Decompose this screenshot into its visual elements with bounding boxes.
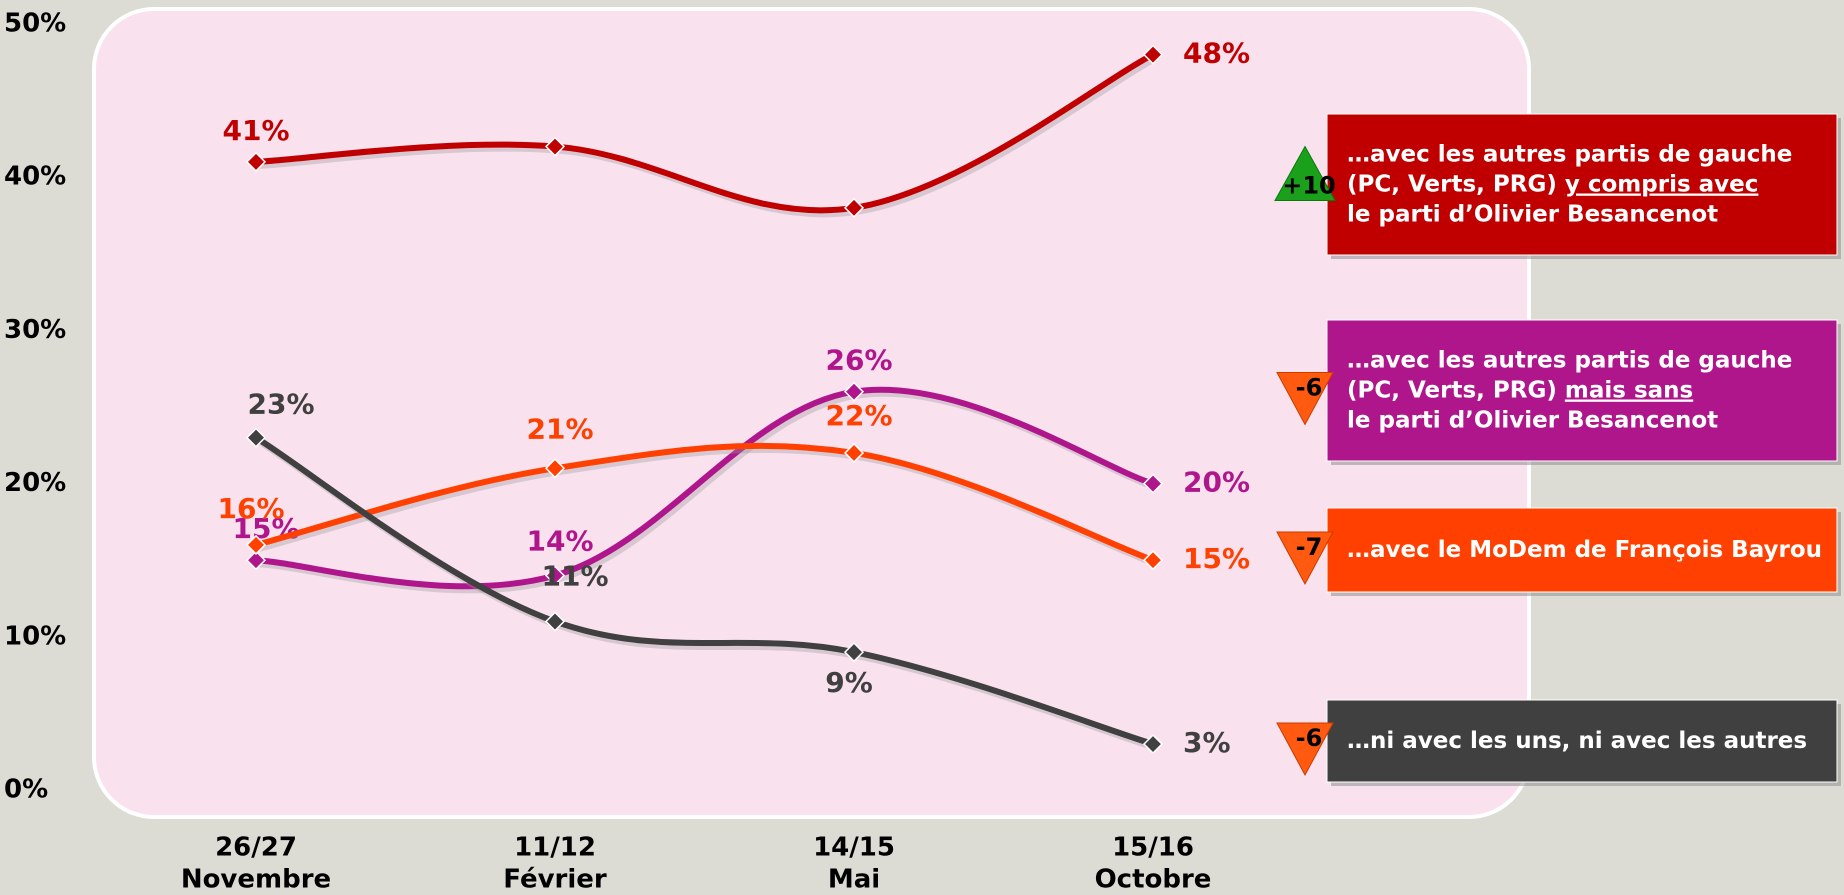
data-label: 23% [247, 388, 314, 421]
change-label: -7 [1296, 533, 1323, 561]
data-label: 26% [825, 344, 892, 377]
legend-label-part: le parti d’Olivier Besancenot [1347, 201, 1718, 227]
data-label: 21% [526, 412, 593, 445]
x-tick-label: 11/12 [514, 833, 596, 863]
x-tick-label: 15/16 [1112, 833, 1194, 863]
x-tick-label: Novembre [181, 865, 331, 895]
data-label: 22% [825, 399, 892, 432]
legend-label: …avec les autres partis de gauche [1347, 347, 1792, 373]
chart: 0% 10% 20% 30% 40% 50% 26/27Novembre 11/12Févri… [0, 0, 1844, 895]
data-label: 15% [1183, 542, 1250, 575]
change-label: -6 [1296, 724, 1323, 752]
y-tick-label: 0% [4, 775, 48, 805]
x-tick-label: Février [503, 865, 607, 895]
x-tick-label: Mai [828, 865, 880, 895]
legend-label-part: (PC, Verts, PRG) [1347, 171, 1565, 197]
data-label: 20% [1183, 466, 1250, 499]
y-tick-label: 40% [4, 162, 66, 192]
legend-label: (PC, Verts, PRG) mais sans [1347, 377, 1693, 403]
legend-label: (PC, Verts, PRG) y compris avec [1347, 171, 1758, 197]
x-tick-label: 14/15 [813, 833, 895, 863]
y-tick-label: 10% [4, 621, 66, 651]
y-tick-label: 20% [4, 468, 66, 498]
legend-label-part: …avec les autres partis de gauche [1347, 141, 1792, 167]
data-label: 48% [1183, 37, 1250, 70]
data-label: 41% [222, 114, 289, 147]
legend-label: …avec le MoDem de François Bayrou [1347, 537, 1822, 563]
y-tick-label: 50% [4, 9, 66, 39]
legend-label: le parti d’Olivier Besancenot [1347, 201, 1718, 227]
legend-label-part: (PC, Verts, PRG) [1347, 377, 1565, 403]
legend-label-part: mais sans [1565, 377, 1693, 403]
data-label: 9% [825, 666, 873, 699]
data-label: 11% [541, 559, 608, 592]
data-label: 3% [1183, 726, 1231, 759]
legend-label: …ni avec les uns, ni avec les autres [1347, 728, 1807, 754]
legend-label-part: …ni avec les uns, ni avec les autres [1347, 728, 1807, 754]
legend-label-part: le parti d’Olivier Besancenot [1347, 407, 1718, 433]
x-tick-label: 26/27 [215, 833, 297, 863]
legend-label: le parti d’Olivier Besancenot [1347, 407, 1718, 433]
x-tick-label: Octobre [1095, 865, 1212, 895]
change-label: +10 [1282, 172, 1336, 200]
y-tick-label: 30% [4, 315, 66, 345]
data-label: 16% [217, 492, 284, 525]
legend-label: …avec les autres partis de gauche [1347, 141, 1792, 167]
data-label: 14% [526, 525, 593, 558]
legend-label-part: …avec les autres partis de gauche [1347, 347, 1792, 373]
change-label: -6 [1296, 374, 1323, 402]
legend-label-part: …avec le MoDem de François Bayrou [1347, 537, 1822, 563]
legend-label-part: y compris avec [1565, 171, 1759, 197]
